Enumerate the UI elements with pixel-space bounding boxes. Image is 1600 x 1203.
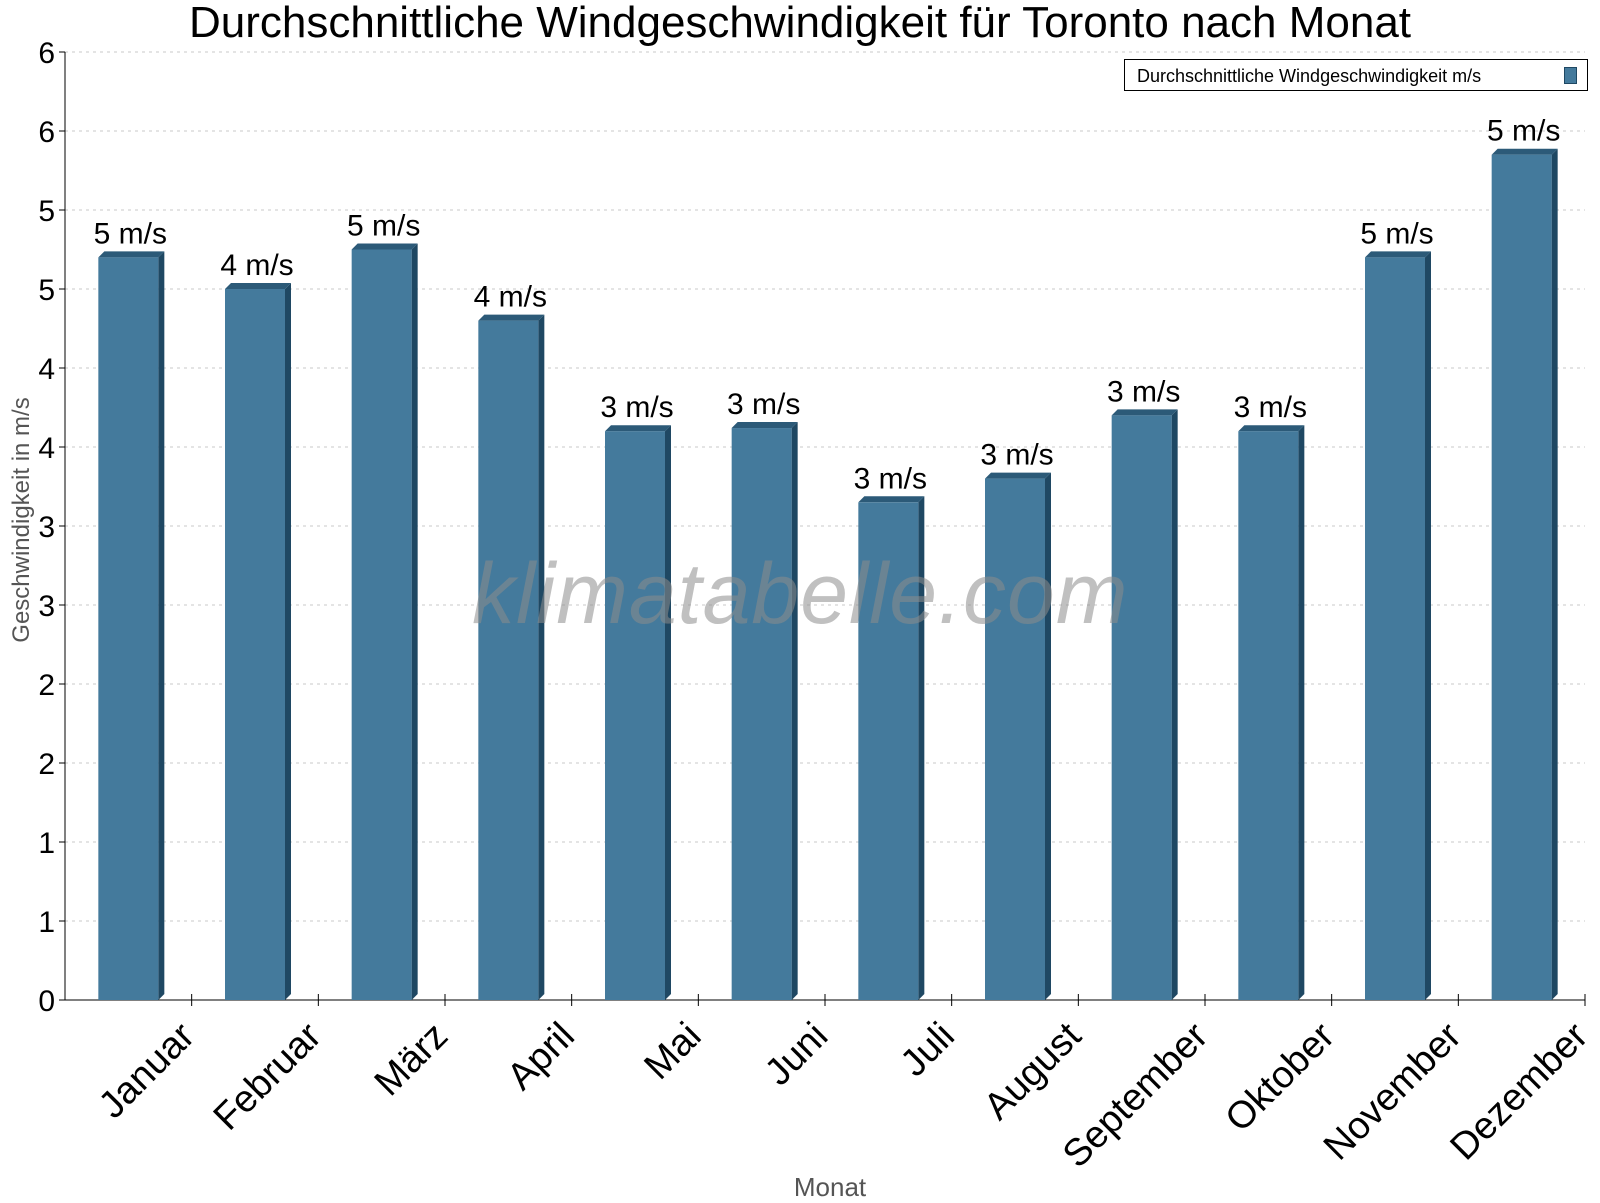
chart-legend: Durchschnittliche Windgeschwindigkeit m/… — [1124, 59, 1588, 91]
data-label: 5 m/s — [1360, 217, 1433, 250]
watermark: klimatabelle.com — [472, 546, 1129, 642]
bar-side — [918, 496, 925, 1000]
y-tick-label: 1 — [38, 827, 55, 860]
x-tick-label: Februar — [206, 1015, 330, 1139]
bar-side — [1551, 148, 1558, 1000]
data-label: 3 m/s — [854, 462, 927, 495]
bar-side — [411, 243, 418, 1000]
y-tick-label: 5 — [38, 274, 55, 307]
x-tick-label: August — [976, 1015, 1090, 1129]
bar-top — [985, 472, 1051, 479]
y-tick-label: 4 — [38, 353, 55, 386]
bar — [858, 502, 919, 1000]
y-tick-label: 6 — [38, 116, 55, 149]
data-label: 3 m/s — [1107, 375, 1180, 408]
x-tick-label: Mai — [637, 1015, 710, 1088]
bar-top — [225, 283, 291, 289]
x-tick-label: Juni — [757, 1015, 836, 1094]
bar-top — [1238, 425, 1305, 432]
chart-title: Durchschnittliche Windgeschwindigkeit fü… — [188, 0, 1412, 47]
x-axis-title: Monat — [793, 1172, 867, 1202]
data-label: 4 m/s — [220, 249, 293, 282]
y-tick-label: 0 — [38, 985, 55, 1018]
data-label: 5 m/s — [1487, 115, 1560, 148]
bar — [98, 257, 159, 1000]
legend-label: Durchschnittliche Windgeschwindigkeit m/… — [1137, 66, 1482, 86]
x-tick-label: Januar — [91, 1015, 203, 1127]
y-axis-title: Geschwindigkeit in m/s — [8, 397, 35, 643]
bar — [225, 289, 285, 1000]
data-label: 5 m/s — [347, 210, 420, 243]
x-tick-label: April — [499, 1015, 582, 1098]
bar-side — [158, 251, 165, 1000]
bar-top — [1111, 409, 1178, 416]
bar — [731, 428, 792, 1000]
x-tick-label: November — [1316, 1015, 1470, 1169]
data-label: 3 m/s — [727, 388, 800, 421]
bar-side — [285, 283, 291, 1000]
data-label: 4 m/s — [474, 281, 547, 314]
y-tick-label: 6 — [38, 37, 55, 70]
bar-side — [1171, 409, 1178, 1000]
bar-side — [538, 314, 545, 1001]
x-tick-label: Dezember — [1443, 1015, 1597, 1169]
bar-top — [478, 314, 545, 321]
x-tick-label: März — [367, 1015, 456, 1104]
bar — [1491, 154, 1552, 1000]
bar-side — [1425, 251, 1431, 1000]
bar — [478, 320, 539, 1001]
bar-top — [605, 425, 671, 432]
y-tick-label: 1 — [38, 906, 55, 939]
bar — [1365, 257, 1425, 1000]
y-tick-label: 2 — [38, 748, 55, 781]
bar-top — [858, 496, 925, 503]
y-tick-label: 3 — [38, 511, 55, 544]
data-label: 3 m/s — [980, 439, 1053, 472]
bar — [1238, 431, 1299, 1000]
bar-side — [1298, 425, 1305, 1000]
bar-top — [731, 422, 798, 429]
y-tick-label: 3 — [38, 590, 55, 623]
bar — [351, 249, 412, 1000]
data-label: 5 m/s — [94, 217, 167, 250]
x-tick-label: Oktober — [1218, 1015, 1344, 1141]
bar — [605, 431, 665, 1000]
y-tick-label: 2 — [38, 669, 55, 702]
y-tick-label: 4 — [38, 432, 55, 465]
x-tick-label: Juli — [893, 1015, 963, 1085]
y-tick-label: 5 — [38, 195, 55, 228]
bar-side — [665, 425, 671, 1000]
legend-swatch — [1564, 67, 1577, 84]
bar-top — [1365, 251, 1431, 258]
bar-top — [98, 251, 165, 258]
bar-side — [791, 422, 798, 1000]
data-label: 3 m/s — [600, 391, 673, 424]
bar-top — [351, 243, 418, 250]
bar-side — [1045, 472, 1051, 1001]
data-label: 3 m/s — [1234, 391, 1307, 424]
bar — [1111, 415, 1172, 1000]
bar — [985, 478, 1045, 1001]
bar-top — [1491, 148, 1558, 155]
